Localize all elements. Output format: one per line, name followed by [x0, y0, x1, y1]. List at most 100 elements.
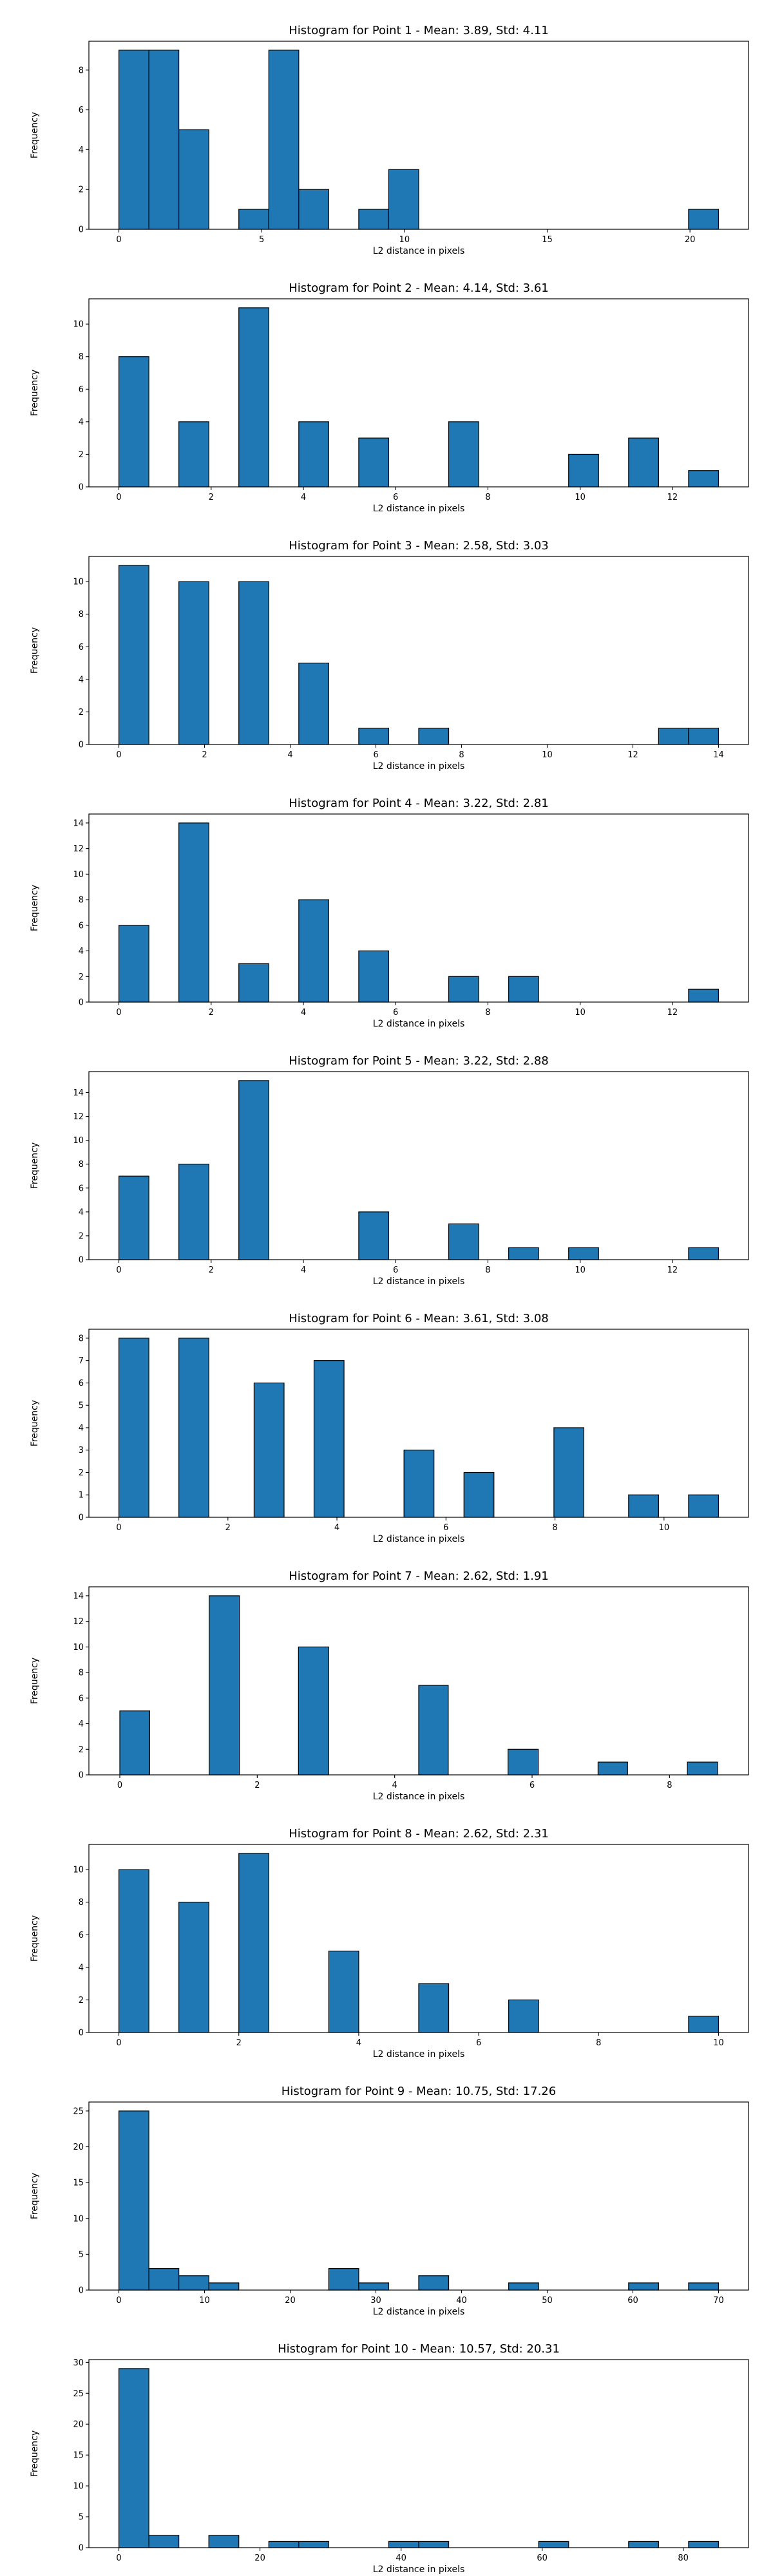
y-tick-label: 6 — [79, 643, 84, 652]
y-tick-label: 10 — [73, 1643, 84, 1653]
histogram-bar — [448, 976, 479, 1003]
histogram-chart-6: Histogram for Point 6 - Mean: 3.61, Std:… — [0, 1288, 773, 1546]
y-axis-label: Frequency — [30, 1915, 40, 1962]
chart-title: Histogram for Point 9 - Mean: 10.75, Std… — [282, 2085, 556, 2098]
x-tick-label: 6 — [443, 1523, 448, 1533]
y-axis-label: Frequency — [30, 885, 40, 931]
x-axis-label: L2 distance in pixels — [373, 504, 465, 514]
histogram-bar — [208, 2282, 240, 2291]
x-tick-label: 10 — [199, 2296, 210, 2306]
x-tick-label: 2 — [202, 750, 207, 760]
y-tick-label: 2 — [79, 185, 84, 195]
x-axis-label: L2 distance in pixels — [373, 1019, 465, 1029]
x-tick-label: 80 — [678, 2553, 689, 2563]
y-tick-label: 5 — [79, 1401, 84, 1411]
x-tick-label: 12 — [667, 493, 678, 502]
histogram-bar — [688, 728, 720, 745]
y-axis-label: Frequency — [30, 370, 40, 416]
x-tick-label: 20 — [254, 2553, 265, 2563]
x-axis-label: L2 distance in pixels — [373, 1792, 465, 1802]
histogram-bar — [388, 2541, 419, 2548]
chart-title: Histogram for Point 6 - Mean: 3.61, Std:… — [289, 1312, 549, 1325]
histogram-bar — [508, 1247, 539, 1260]
histogram-bar — [178, 822, 209, 1003]
y-tick-label: 12 — [73, 1617, 84, 1627]
histogram-bar — [358, 728, 390, 745]
y-tick-label: 12 — [73, 1112, 84, 1122]
x-tick-label: 5 — [259, 235, 264, 245]
x-tick-label: 20 — [685, 235, 696, 245]
y-tick-label: 25 — [73, 2389, 84, 2399]
y-tick-label: 0 — [79, 225, 84, 235]
histogram-svg: Histogram for Point 4 - Mean: 3.22, Std:… — [30, 797, 749, 1029]
histogram-chart-4: Histogram for Point 4 - Mean: 3.22, Std:… — [0, 773, 773, 1030]
x-tick-label: 0 — [116, 2038, 121, 2048]
y-tick-label: 2 — [79, 450, 84, 460]
x-tick-label: 4 — [301, 1265, 306, 1275]
histogram-bar — [688, 2016, 720, 2033]
histogram-bar — [178, 1164, 209, 1260]
y-tick-label: 2 — [79, 972, 84, 982]
y-tick-label: 4 — [79, 1423, 84, 1433]
plot-frame — [88, 556, 749, 745]
x-tick-label: 10 — [713, 2038, 724, 2048]
x-tick-label: 30 — [370, 2296, 381, 2306]
histogram-bar — [597, 1761, 628, 1776]
histogram-bar — [238, 209, 269, 230]
x-tick-label: 50 — [542, 2296, 553, 2306]
y-tick-label: 0 — [79, 1771, 84, 1781]
histogram-bar — [118, 925, 149, 1003]
histogram-bar — [313, 1360, 345, 1518]
x-tick-label: 2 — [254, 1781, 260, 1790]
y-tick-label: 2 — [79, 1996, 84, 2005]
histogram-svg: Histogram for Point 10 - Mean: 10.57, St… — [30, 2342, 749, 2575]
histogram-bar — [118, 1869, 149, 2033]
y-tick-label: 0 — [79, 483, 84, 493]
histogram-bar — [238, 1853, 269, 2033]
y-tick-label: 2 — [79, 1231, 84, 1241]
histogram-bar — [538, 2541, 569, 2548]
histogram-bar — [178, 581, 209, 745]
histogram-bar — [328, 2268, 359, 2291]
histogram-bar — [508, 1748, 539, 1776]
y-tick-label: 3 — [79, 1446, 84, 1455]
x-tick-label: 6 — [476, 2038, 481, 2048]
x-tick-label: 14 — [713, 750, 724, 760]
plot-frame — [88, 1071, 749, 1260]
x-tick-label: 10 — [575, 1008, 586, 1018]
histogram-bar — [418, 2541, 450, 2548]
y-tick-label: 0 — [79, 2029, 84, 2038]
x-tick-label: 2 — [209, 1008, 214, 1018]
x-tick-label: 15 — [542, 235, 553, 245]
y-tick-label: 10 — [73, 2214, 84, 2224]
histogram-svg: Histogram for Point 8 - Mean: 2.62, Std:… — [30, 1827, 749, 2060]
x-tick-label: 0 — [116, 1008, 121, 1018]
y-tick-label: 8 — [79, 1334, 84, 1343]
y-tick-label: 7 — [79, 1356, 84, 1366]
x-axis-label: L2 distance in pixels — [373, 2307, 465, 2317]
y-tick-label: 4 — [79, 675, 84, 685]
x-axis-label: L2 distance in pixels — [373, 761, 465, 772]
y-tick-label: 15 — [73, 2451, 84, 2461]
chart-title: Histogram for Point 7 - Mean: 2.62, Std:… — [289, 1569, 549, 1583]
y-axis-label: Frequency — [30, 2173, 40, 2219]
x-tick-label: 6 — [373, 750, 378, 760]
histogram-bar — [688, 1247, 720, 1260]
histogram-bar — [328, 1950, 359, 2033]
y-tick-label: 4 — [79, 417, 84, 427]
histogram-bar — [628, 437, 659, 488]
histogram-svg: Histogram for Point 2 - Mean: 4.14, Std:… — [30, 281, 749, 514]
x-tick-label: 0 — [117, 1781, 122, 1790]
histogram-bar — [688, 209, 720, 230]
y-tick-label: 4 — [79, 947, 84, 956]
y-tick-label: 0 — [79, 998, 84, 1008]
histogram-bar — [178, 1902, 209, 2033]
histogram-bar — [358, 209, 390, 230]
histogram-bar — [553, 1427, 585, 1518]
histogram-bar — [688, 2282, 720, 2291]
plot-frame — [88, 298, 749, 488]
y-tick-label: 0 — [79, 741, 84, 750]
y-tick-label: 0 — [79, 1256, 84, 1265]
y-tick-label: 10 — [73, 1136, 84, 1146]
x-tick-label: 70 — [713, 2296, 724, 2306]
